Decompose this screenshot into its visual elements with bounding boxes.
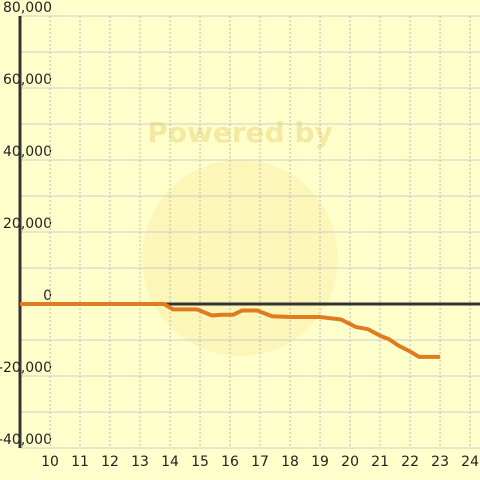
x-tick-label: 11 — [71, 454, 89, 470]
x-tick-label: 16 — [221, 454, 239, 470]
y-tick-label: 20,000 — [3, 216, 52, 232]
x-tick-label: 13 — [131, 454, 149, 470]
watermark: Powered by — [147, 116, 333, 149]
x-tick-label: 12 — [101, 454, 119, 470]
x-tick-label: 23 — [431, 454, 449, 470]
y-tick-label: 60,000 — [3, 72, 52, 88]
x-tick-label: 17 — [251, 454, 269, 470]
x-tick-label: 24 — [461, 454, 479, 470]
y-tick-label: -20,000 — [0, 360, 52, 376]
y-tick-label: -40,000 — [0, 432, 52, 448]
y-tick-label: 0 — [43, 288, 52, 304]
y-tick-label: 40,000 — [3, 144, 52, 160]
x-tick-label: 15 — [191, 454, 209, 470]
series-line — [20, 302, 441, 359]
x-tick-label: 19 — [311, 454, 329, 470]
x-tick-label: 10 — [41, 454, 59, 470]
watermark-logo — [142, 160, 338, 356]
x-tick-label: 18 — [281, 454, 299, 470]
x-tick-label: 14 — [161, 454, 179, 470]
x-tick-label: 21 — [371, 454, 389, 470]
y-tick-label: 80,000 — [3, 0, 52, 16]
x-tick-label: 22 — [401, 454, 419, 470]
x-tick-label: 20 — [341, 454, 359, 470]
